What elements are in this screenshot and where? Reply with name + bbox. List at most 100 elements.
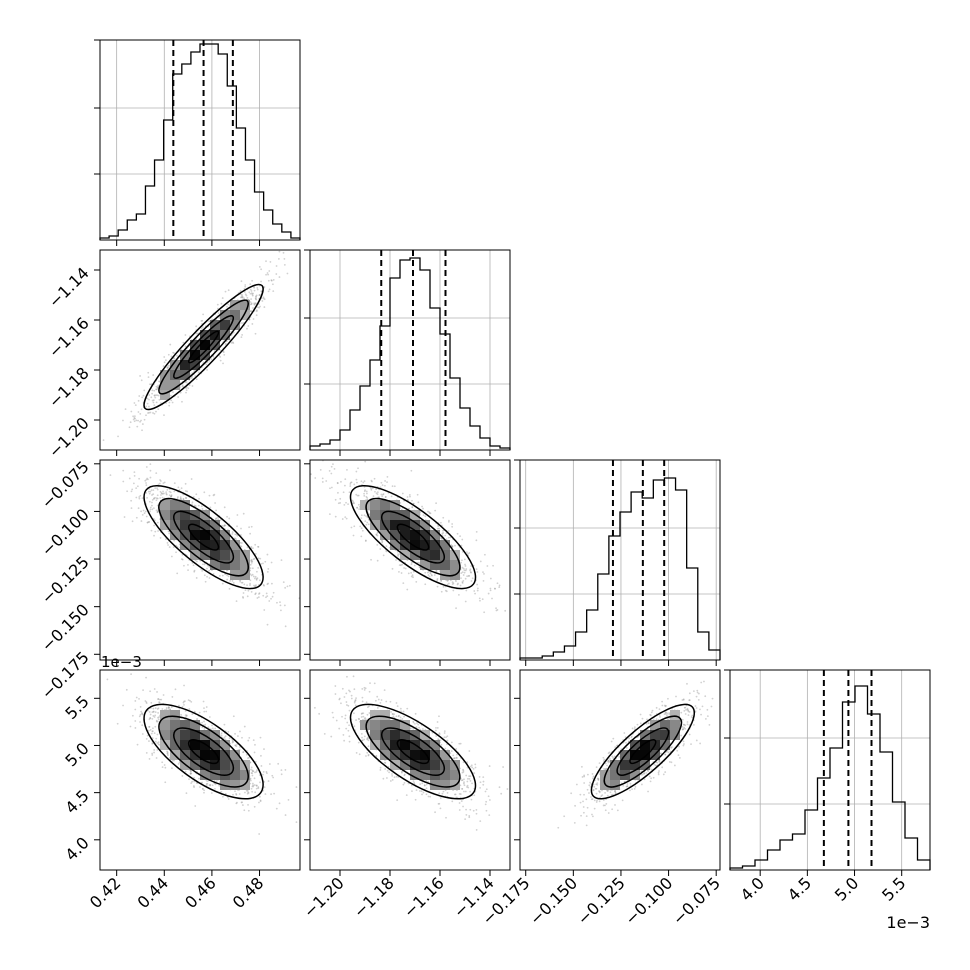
sample-point: [240, 542, 243, 544]
sample-point: [658, 770, 660, 772]
sample-point: [165, 538, 167, 541]
sample-point: [265, 260, 267, 263]
sample-point: [476, 583, 479, 586]
sample-point: [602, 756, 605, 759]
sample-point: [250, 545, 253, 548]
sample-point: [122, 469, 125, 472]
sample-point: [249, 779, 252, 782]
sample-point: [193, 570, 196, 573]
sample-point: [179, 496, 182, 499]
sample-point: [157, 743, 160, 745]
sample-point: [272, 776, 275, 779]
sample-point: [162, 482, 165, 485]
sample-point: [399, 716, 402, 719]
sample-point: [609, 758, 611, 760]
sample-point: [656, 761, 659, 764]
sample-point: [208, 320, 211, 323]
sample-point: [152, 715, 155, 717]
sample-point: [693, 723, 695, 726]
sample-point: [410, 563, 413, 566]
sample-point: [606, 794, 609, 797]
sample-point: [193, 776, 195, 779]
sample-point: [217, 518, 220, 521]
sample-point: [250, 787, 253, 790]
sample-point: [286, 585, 289, 588]
sample-point: [443, 732, 446, 734]
sample-point: [255, 296, 257, 298]
density-cell: [160, 390, 170, 400]
sample-point: [675, 695, 677, 698]
sample-point: [156, 488, 159, 491]
sample-point: [365, 515, 367, 518]
sample-point: [427, 780, 430, 783]
sample-point: [201, 721, 204, 724]
sample-point: [149, 729, 152, 731]
sample-point: [583, 774, 586, 777]
sample-point: [187, 563, 189, 566]
sample-point: [363, 485, 366, 488]
sample-point: [338, 697, 341, 700]
density-cell: [390, 730, 400, 740]
sample-point: [235, 745, 238, 748]
sample-point: [411, 499, 413, 502]
contour-line: [603, 715, 683, 788]
sample-point: [390, 495, 393, 498]
sample-point: [440, 580, 443, 582]
sample-point: [158, 398, 161, 401]
sample-point: [191, 503, 194, 506]
sample-point: [258, 592, 261, 595]
sample-point: [221, 582, 224, 585]
sample-point: [494, 587, 496, 590]
sample-point: [593, 807, 596, 810]
density-cell: [160, 520, 170, 530]
sample-point: [385, 545, 388, 548]
sample-point: [250, 559, 252, 562]
sample-point: [393, 485, 396, 488]
sample-point: [618, 756, 621, 758]
sample-point: [218, 784, 221, 787]
sample-point: [421, 728, 424, 730]
sample-point: [391, 779, 394, 781]
sample-point: [136, 485, 139, 488]
sample-point: [427, 510, 429, 513]
sample-point: [116, 722, 119, 725]
sample-point: [234, 744, 237, 747]
sample-point: [148, 398, 150, 401]
sample-point: [255, 577, 258, 580]
sample-point: [155, 757, 158, 759]
sample-point: [647, 722, 650, 725]
density-cell: [450, 760, 460, 770]
sample-point: [161, 493, 164, 495]
sample-point: [691, 714, 694, 717]
sample-point: [155, 401, 158, 404]
sample-point: [595, 787, 598, 790]
sample-point: [174, 688, 177, 691]
sample-point: [256, 769, 258, 772]
sample-point: [249, 292, 252, 295]
sample-point: [189, 772, 192, 775]
density-cell: [210, 540, 220, 550]
sample-point: [133, 402, 136, 404]
sample-point: [366, 521, 369, 524]
sample-point: [367, 745, 370, 748]
sample-point: [375, 533, 378, 536]
sample-point: [382, 493, 385, 495]
sample-point: [473, 590, 476, 592]
sample-point: [137, 419, 139, 422]
sample-point: [475, 530, 478, 533]
sample-point: [460, 572, 463, 575]
sample-point: [203, 710, 206, 713]
contour-line: [590, 703, 696, 800]
sample-point: [604, 762, 607, 765]
sample-point: [266, 571, 269, 573]
sample-point: [234, 533, 237, 536]
sample-point: [375, 754, 378, 757]
sample-point: [458, 742, 461, 745]
density-cell: [230, 560, 240, 570]
sample-point: [262, 584, 265, 586]
sample-point: [268, 763, 271, 765]
panel-frame: [729, 669, 931, 871]
y-tick-label: −1.16: [45, 313, 93, 361]
sample-point: [270, 793, 272, 796]
sample-point: [163, 361, 166, 364]
